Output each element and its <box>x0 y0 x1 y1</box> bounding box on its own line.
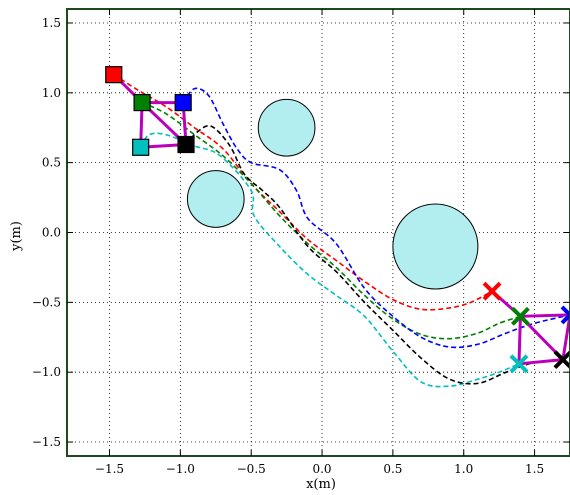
goal-formation-link <box>520 315 570 316</box>
y-tick-label: −1.0 <box>32 365 61 379</box>
x-tick-label: 0.0 <box>312 462 331 476</box>
obstacles <box>187 99 477 289</box>
plot-frame <box>67 9 570 456</box>
y-tick-label: −0.5 <box>32 295 61 309</box>
x-tick-label: −0.5 <box>237 462 266 476</box>
x-tick-label: −1.5 <box>95 462 124 476</box>
x-tick-label: 0.5 <box>383 462 402 476</box>
axes-frame <box>67 9 570 456</box>
goal-formation-link <box>519 316 520 363</box>
grid <box>67 9 570 456</box>
x-axis-label: x(m) <box>306 477 336 492</box>
start-square-marker <box>133 139 149 155</box>
y-tick-label: 1.0 <box>42 86 61 100</box>
goal-x-marker <box>484 283 500 299</box>
goal-formation-link <box>519 360 563 364</box>
y-tick-label: −1.5 <box>32 435 61 449</box>
start-square-marker <box>178 136 194 152</box>
x-tick-label: 1.0 <box>454 462 473 476</box>
start-square-marker <box>175 95 191 111</box>
y-tick-label: 0.5 <box>42 156 61 170</box>
y-axis-label: y(m) <box>9 221 24 252</box>
x-tick-label: 1.5 <box>525 462 544 476</box>
obstacle-circle <box>187 171 244 228</box>
obstacle-circle <box>258 99 315 156</box>
obstacle-circle <box>393 204 478 289</box>
y-tick-label: 1.5 <box>42 16 61 30</box>
x-tick-label: −1.0 <box>166 462 195 476</box>
start-square-marker <box>134 95 150 111</box>
start-square-marker <box>106 67 122 83</box>
trajectories <box>114 75 570 387</box>
y-tick-label: 0.0 <box>42 226 61 240</box>
trajectory-line <box>186 126 563 384</box>
